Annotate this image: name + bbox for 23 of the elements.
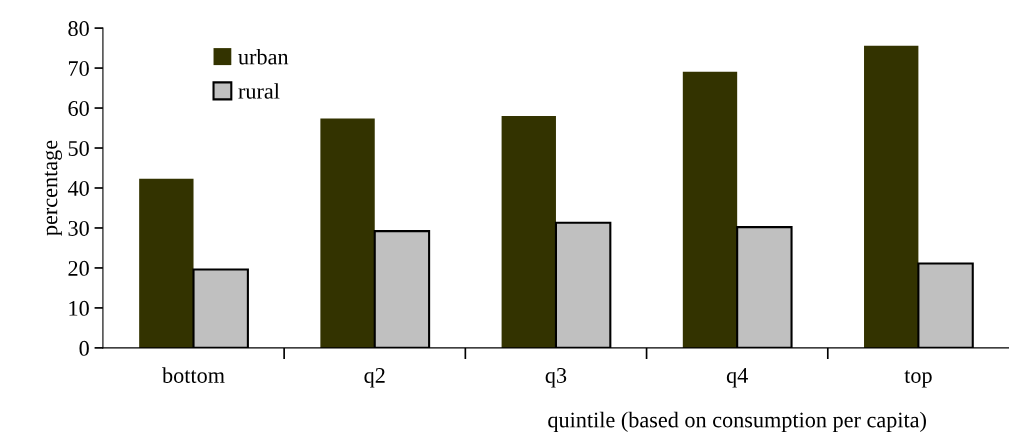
x-tick-label: top [904, 370, 932, 388]
bar [864, 45, 919, 348]
y-tick-label: 40 [67, 180, 89, 196]
bar [139, 178, 194, 348]
y-tick-label: 60 [68, 100, 89, 116]
y-tick-label: 20 [68, 260, 89, 276]
y-tick-label: 70 [68, 61, 89, 76]
y-tick-label: 50 [68, 140, 89, 156]
y-axis-title: percentage [44, 140, 62, 236]
legend-label: urban [238, 48, 289, 65]
legend-label: rural [238, 83, 280, 99]
y-tick-label: 80 [68, 21, 89, 37]
bar [320, 118, 375, 348]
bar [501, 116, 556, 348]
y-tick-label: 0 [79, 340, 89, 356]
y-tick-label: 30 [68, 220, 89, 236]
x-tick-label: q3 [545, 368, 567, 388]
x-axis-title: quintile (based on consumption per capita) [548, 411, 926, 432]
y-tick-label: 10 [69, 300, 89, 316]
x-tick-label: q4 [726, 368, 748, 388]
bar [682, 71, 738, 348]
x-tick-label: q2 [364, 368, 385, 388]
x-tick-label: bottom [162, 367, 225, 383]
